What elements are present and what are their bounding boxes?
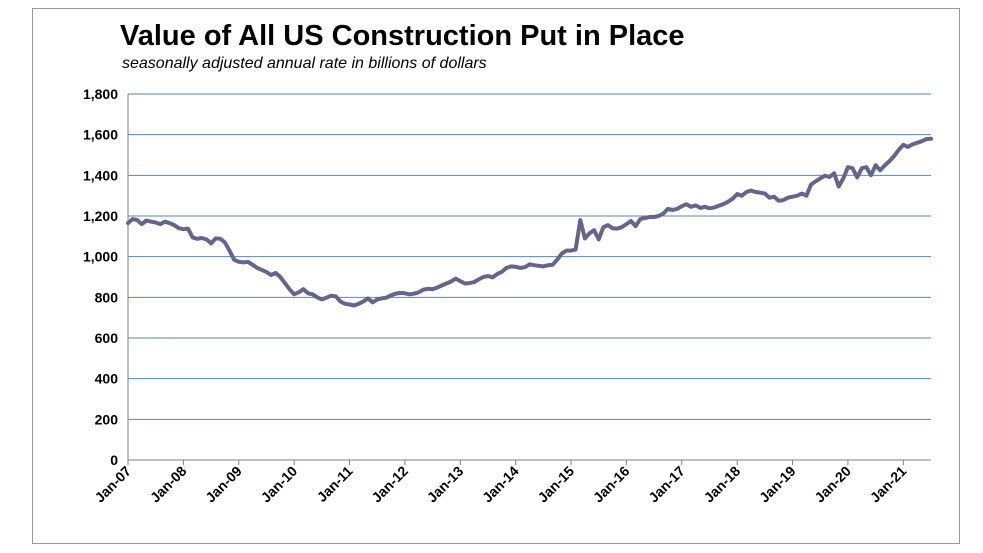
x-tick-label: Jan-14	[479, 463, 522, 506]
x-tick-label: Jan-17	[645, 463, 688, 506]
y-tick-label: 1,800	[83, 86, 118, 102]
y-tick-label: 1,400	[83, 167, 118, 183]
x-tick-label: Jan-19	[756, 463, 799, 506]
x-tick-label: Jan-08	[147, 463, 190, 506]
series-line	[126, 136, 933, 308]
x-tick-label: Jan-10	[258, 463, 301, 506]
x-tick-label: Jan-21	[867, 463, 910, 506]
x-tick-label: Jan-07	[91, 463, 134, 506]
chart-title: Value of All US Construction Put in Plac…	[120, 20, 685, 52]
x-tick-label: Jan-15	[534, 463, 577, 506]
x-tick-label: Jan-13	[424, 463, 467, 506]
x-tick-label: Jan-20	[811, 463, 854, 506]
y-axis-ticks: 0 200 400 600 800 1,000 1,200 1,400 1,600 1,800	[83, 86, 118, 468]
x-axis-ticks: Jan-07 Jan-08 Jan-09 Jan-10 Jan-11 Jan-12 Jan-…	[91, 460, 910, 506]
x-axis	[127, 94, 931, 461]
y-tick-label: 1,600	[83, 127, 118, 143]
y-tick-label: 1,000	[83, 249, 118, 265]
y-tick-label: 1,200	[83, 208, 118, 224]
y-tick-label: 0	[110, 452, 118, 468]
y-tick-label: 600	[95, 330, 119, 346]
x-tick-label: Jan-18	[701, 463, 744, 506]
gridlines	[128, 93, 931, 420]
y-tick-label: 800	[95, 289, 119, 305]
chart-subtitle: seasonally adjusted annual rate in billi…	[122, 55, 487, 72]
series-layer	[126, 136, 933, 308]
x-tick-label: Jan-09	[202, 463, 245, 506]
y-tick-label: 200	[95, 411, 119, 427]
x-tick-label: Jan-12	[368, 463, 411, 506]
y-tick-label: 400	[95, 371, 119, 387]
x-tick-label: Jan-16	[590, 463, 633, 506]
x-tick-label: Jan-11	[313, 463, 355, 505]
